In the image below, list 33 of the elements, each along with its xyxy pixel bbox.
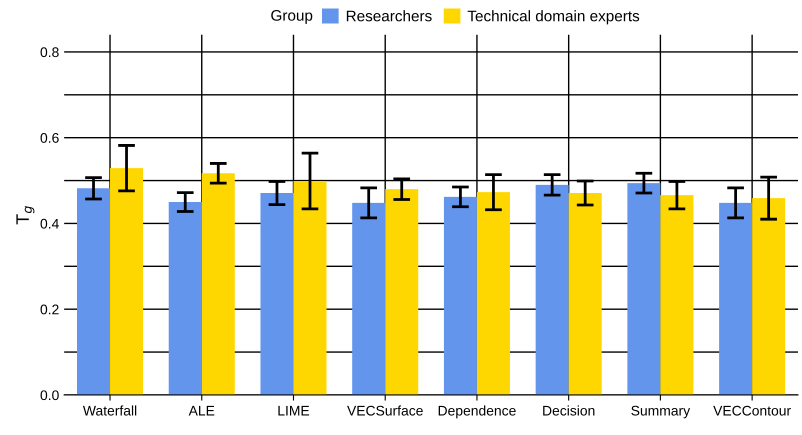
- y-tick-label: 0.8: [40, 47, 59, 58]
- bar: [752, 198, 786, 395]
- bar: [444, 196, 477, 395]
- bar: [168, 202, 202, 395]
- y-tick-label: 0.2: [40, 304, 59, 314]
- legend-title: Group: [271, 10, 312, 24]
- x-tick-label: LIME: [278, 406, 310, 416]
- legend-label: Technical domain experts: [468, 10, 640, 24]
- bar: [568, 193, 602, 395]
- y-tick-label: 0.0: [40, 390, 59, 400]
- y-tick-label: 0.6: [40, 133, 59, 143]
- bar: [293, 181, 327, 395]
- x-tick-label: ALE: [188, 406, 214, 416]
- x-tick-label: Decision: [543, 405, 594, 416]
- bar: [627, 183, 660, 395]
- bar: [719, 202, 752, 395]
- bar: [536, 184, 569, 395]
- x-tick-label: Waterfall: [82, 405, 136, 416]
- bar: [385, 189, 418, 395]
- bar: [260, 193, 294, 395]
- bar: [660, 195, 694, 395]
- legend-label: Researchers: [346, 10, 432, 22]
- x-tick-label: Summary: [631, 406, 690, 418]
- bar: [476, 192, 510, 395]
- y-axis-title: T$_{g}$: [16, 206, 34, 224]
- x-tick-label: VECContour: [713, 406, 791, 416]
- bar: [202, 173, 235, 395]
- y-tick-label: 0.4: [40, 218, 59, 229]
- bar: [77, 188, 110, 395]
- x-tick-label: VECSurface: [347, 405, 423, 416]
- x-tick-label: Dependence: [438, 405, 516, 418]
- bar: [352, 202, 386, 395]
- bar: [110, 168, 144, 395]
